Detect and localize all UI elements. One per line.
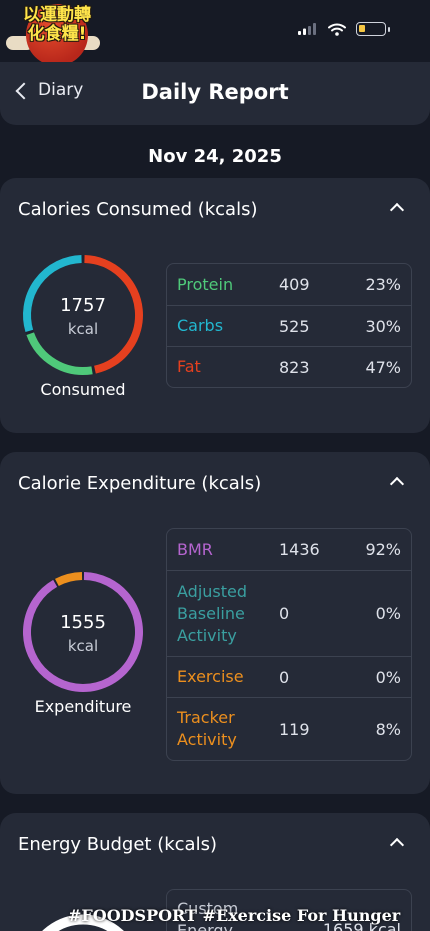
donut-center: 1757 kcal xyxy=(21,253,145,377)
expenditure-donut: 1555 kcal Expenditure xyxy=(21,570,151,716)
consumed-donut: 1757 kcal Consumed xyxy=(21,253,151,399)
table-row-carbs: Carbs 525 30% xyxy=(167,305,411,346)
consumed-unit: kcal xyxy=(67,320,99,338)
tracker-activity-kcal: 119 xyxy=(279,719,310,739)
back-button[interactable]: Diary xyxy=(15,80,84,100)
battery-tip xyxy=(388,26,390,32)
table-row-custom-energy: Custom Energy 1659 kcal xyxy=(167,890,411,931)
report-date: Nov 24, 2025 xyxy=(148,146,282,167)
card-title[interactable]: Calories Consumed (kcals) xyxy=(18,199,258,220)
expenditure-donut-chart xyxy=(23,572,143,692)
carbs-arc xyxy=(23,255,82,333)
table-row-fat: Fat 823 47% xyxy=(167,346,411,387)
expenditure-table: BMR 1436 92% Adjusted Baseline Activity … xyxy=(166,528,412,761)
protein-kcal: 409 xyxy=(279,275,310,294)
chevron-up-icon[interactable] xyxy=(389,837,405,853)
exercise-label: Exercise xyxy=(177,667,244,686)
table-row-protein: Protein 409 23% xyxy=(167,264,411,305)
wifi-icon xyxy=(328,23,346,36)
carbs-pct: 30% xyxy=(365,316,401,336)
table-row-bmr: BMR 1436 92% xyxy=(167,529,411,570)
foodsport-logo: 以運動轉化食糧! xyxy=(6,4,100,72)
adjusted-baseline-label: Adjusted Baseline Activity xyxy=(177,581,248,645)
tracker-activity-arc xyxy=(55,572,83,587)
expenditure-label: Expenditure xyxy=(34,697,132,716)
consumed-total: 1757 xyxy=(60,295,106,316)
expenditure-total: 1555 xyxy=(60,612,106,633)
carbs-kcal: 525 xyxy=(279,316,310,336)
budget-table: Custom Energy 1659 kcal xyxy=(166,889,412,931)
adjusted-baseline-kcal: 0 xyxy=(279,604,290,623)
logo-badge xyxy=(26,4,88,66)
battery-icon xyxy=(356,22,386,36)
fat-label: Fat xyxy=(177,357,201,376)
chevron-up-icon[interactable] xyxy=(389,476,405,492)
macro-table: Protein 409 23% Carbs 525 30% Fat 823 47… xyxy=(166,263,412,388)
table-row-tracker-activity: Tracker Activity 119 8% xyxy=(167,697,411,760)
table-row-exercise: Exercise 0 0% xyxy=(167,656,411,697)
expenditure-unit: kcal xyxy=(67,637,99,655)
logo-text: 以運動轉化食糧! xyxy=(23,5,91,44)
consumed-label: Consumed xyxy=(40,380,126,399)
status-icons xyxy=(298,22,390,36)
custom-energy-label: Custom Energy xyxy=(177,899,239,931)
consumed-donut-chart xyxy=(23,255,143,375)
bmr-kcal: 1436 xyxy=(279,540,320,559)
card-title[interactable]: Energy Budget (kcals) xyxy=(18,834,217,855)
back-label: Diary xyxy=(38,80,84,100)
protein-arc xyxy=(26,332,93,375)
header: Diary Daily Report xyxy=(0,62,430,125)
exercise-pct: 0% xyxy=(375,667,401,687)
bmr-pct: 92% xyxy=(365,540,401,559)
protein-pct: 23% xyxy=(365,275,401,294)
fat-arc xyxy=(84,255,143,374)
adjusted-baseline-pct: 0% xyxy=(375,604,401,623)
budget-donut-chart xyxy=(42,914,124,931)
tracker-activity-pct: 8% xyxy=(375,719,401,739)
energy-budget-card: Energy Budget (kcals) Custom Energy 1659… xyxy=(0,813,430,931)
custom-energy-value: 1659 kcal xyxy=(322,920,401,931)
calories-consumed-card: Calories Consumed (kcals) 1757 kcal Cons… xyxy=(0,178,430,433)
exercise-kcal: 0 xyxy=(279,667,290,687)
fat-pct: 47% xyxy=(365,357,401,377)
bmr-arc xyxy=(23,572,143,692)
tracker-activity-label: Tracker Activity xyxy=(177,708,237,749)
card-title[interactable]: Calorie Expenditure (kcals) xyxy=(18,473,262,494)
table-row-adjusted-baseline: Adjusted Baseline Activity 0 0% xyxy=(167,570,411,656)
signal-icon xyxy=(298,23,316,35)
chevron-up-icon[interactable] xyxy=(389,202,405,218)
page-title: Daily Report xyxy=(141,80,289,104)
calorie-expenditure-card: Calorie Expenditure (kcals) 1555 kcal Ex… xyxy=(0,452,430,794)
watermark-text: #FOODSPORT #Exercise For Hunger xyxy=(68,906,401,925)
bmr-label: BMR xyxy=(177,539,213,559)
carbs-label: Carbs xyxy=(177,316,224,335)
protein-label: Protein xyxy=(177,274,234,294)
fat-kcal: 823 xyxy=(279,357,310,377)
donut-center: 1555 kcal xyxy=(21,570,145,694)
